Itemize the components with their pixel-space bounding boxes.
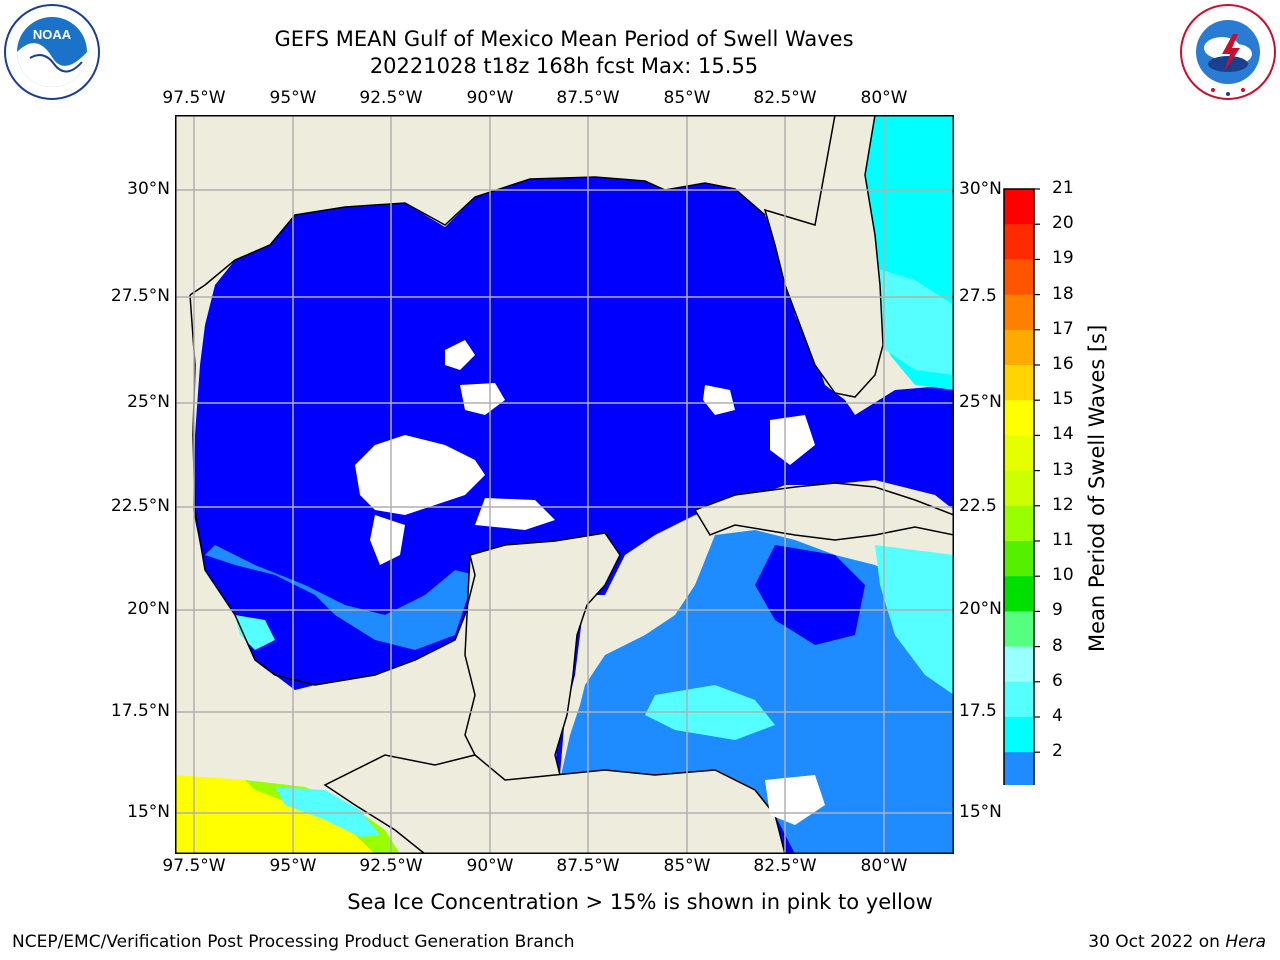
colorbar-segment	[1004, 470, 1034, 507]
chart-subtitle: 20221028 t18z 168h fcst Max: 15.55	[369, 54, 759, 78]
footer-machine: Hera	[1225, 932, 1266, 952]
florida-land	[763, 115, 884, 398]
central-america-land	[323, 754, 786, 854]
noaa-logo-text: NOAA	[33, 27, 72, 42]
colorbar-segment	[1004, 646, 1034, 683]
colorbar-tick-label: 17	[1052, 318, 1074, 339]
west-gulf-band	[205, 545, 475, 650]
pacific-cyan-band	[275, 787, 380, 837]
colorbar-segment	[1004, 435, 1034, 472]
colorbar-segment	[1004, 400, 1034, 436]
colorbar-segment	[1004, 294, 1034, 331]
lon-label-bottom: 85°W	[663, 856, 711, 876]
lon-label-bottom: 82.5°W	[753, 856, 817, 876]
nws-logo-icon	[1180, 4, 1276, 100]
lon-label-bottom: 87.5°W	[556, 856, 620, 876]
colorbar-segment	[1004, 541, 1034, 577]
footer-date: 30 Oct 2022 on Hera	[1088, 932, 1266, 952]
sea-ice-note: Sea Ice Concentration > 15% is shown in …	[347, 890, 933, 914]
lat-label-left: 22.5°N	[110, 496, 170, 516]
colorbar-tick-label: 4	[1052, 706, 1063, 726]
colorbar-tick-label: 16	[1052, 354, 1074, 374]
colorbar-tick-label: 9	[1052, 600, 1063, 621]
lon-label-top: 92.5°W	[359, 88, 423, 108]
lat-label-left: 17.5°N	[110, 701, 170, 721]
colorbar-segment	[1004, 505, 1034, 542]
lat-label-right: 30°N	[959, 179, 1002, 199]
colorbar-segment	[1004, 329, 1034, 366]
colorbar-segment	[1004, 681, 1034, 718]
colorbar-tick-label: 21	[1052, 178, 1074, 198]
map-panel	[175, 115, 954, 854]
colorbar-tick-label: 15	[1052, 389, 1074, 410]
no-data-patches	[355, 340, 825, 825]
pacific-yellow-field	[175, 775, 395, 854]
lon-label-bottom: 80°W	[860, 856, 908, 876]
lon-label-bottom: 92.5°W	[359, 856, 423, 876]
colorbar-tick-label: 8	[1052, 635, 1063, 656]
colorbar-segment	[1004, 189, 1034, 225]
colorbar-segment	[1004, 224, 1034, 260]
lat-label-left: 20°N	[127, 599, 170, 619]
lat-label-right: 17.5	[959, 701, 997, 721]
gulf-coastline	[189, 176, 766, 296]
colorbar-title: Mean Period of Swell Waves [s]	[1085, 324, 1109, 652]
lon-label-top: 87.5°W	[556, 88, 620, 108]
gulf-swell-field	[193, 177, 954, 854]
colorbar-tick-label: 2	[1052, 741, 1063, 762]
map-frame	[175, 115, 954, 854]
lat-label-left: 27.5°N	[110, 286, 170, 306]
lon-label-top: 97.5°W	[162, 88, 226, 108]
lat-label-left: 15°N	[127, 802, 170, 822]
caribbean-east-cyan	[875, 545, 954, 695]
colorbar-segment	[1004, 365, 1034, 401]
lon-label-top: 80°W	[860, 88, 908, 108]
colorbar-segment	[1004, 576, 1034, 612]
lat-label-left: 30°N	[127, 179, 170, 199]
colorbar	[1003, 188, 1040, 785]
noaa-logo-icon: NOAA	[4, 4, 100, 100]
lon-label-top: 82.5°W	[753, 88, 817, 108]
graticule	[175, 115, 954, 854]
lat-label-right: 25°N	[959, 392, 1002, 412]
lon-label-bottom: 95°W	[269, 856, 317, 876]
colorbar-segment	[1004, 717, 1034, 753]
lat-label-right: 22.5	[959, 496, 997, 516]
lon-label-top: 85°W	[663, 88, 711, 108]
lat-label-right: 27.5	[959, 286, 997, 306]
colorbar-segment	[1004, 259, 1034, 296]
colorbar-segment	[1004, 611, 1034, 648]
colorbar-tick-label: 20	[1052, 213, 1074, 234]
colorbar-tick-label: 6	[1052, 670, 1063, 691]
colorbar-segment	[1004, 752, 1034, 785]
west-gulf-cyan	[235, 615, 275, 650]
colorbar-tick-label: 18	[1052, 283, 1074, 304]
lon-label-top: 90°W	[466, 88, 514, 108]
chart-title: GEFS MEAN Gulf of Mexico Mean Period of …	[274, 27, 854, 51]
colorbar-tick-label: 13	[1052, 459, 1074, 480]
footer-branch: NCEP/EMC/Verification Post Processing Pr…	[12, 932, 575, 952]
lat-label-right: 20°N	[959, 599, 1002, 619]
caribbean-deep-blue	[755, 545, 865, 645]
colorbar-tick-label: 12	[1052, 494, 1074, 515]
lon-label-top: 95°W	[269, 88, 317, 108]
colorbar-tick-label: 19	[1052, 248, 1074, 269]
lon-label-bottom: 90°W	[466, 856, 514, 876]
cuba-land	[693, 482, 954, 541]
lon-label-bottom: 97.5°W	[162, 856, 226, 876]
colorbar-tick-label: 14	[1052, 424, 1074, 445]
atlantic-light-field	[865, 265, 954, 375]
lat-label-right: 15°N	[959, 802, 1002, 822]
colorbar-tick-label: 10	[1052, 565, 1074, 586]
yucatan-land	[464, 532, 621, 796]
colorbar-tick-label: 11	[1052, 530, 1074, 550]
lat-label-left: 25°N	[127, 392, 170, 412]
